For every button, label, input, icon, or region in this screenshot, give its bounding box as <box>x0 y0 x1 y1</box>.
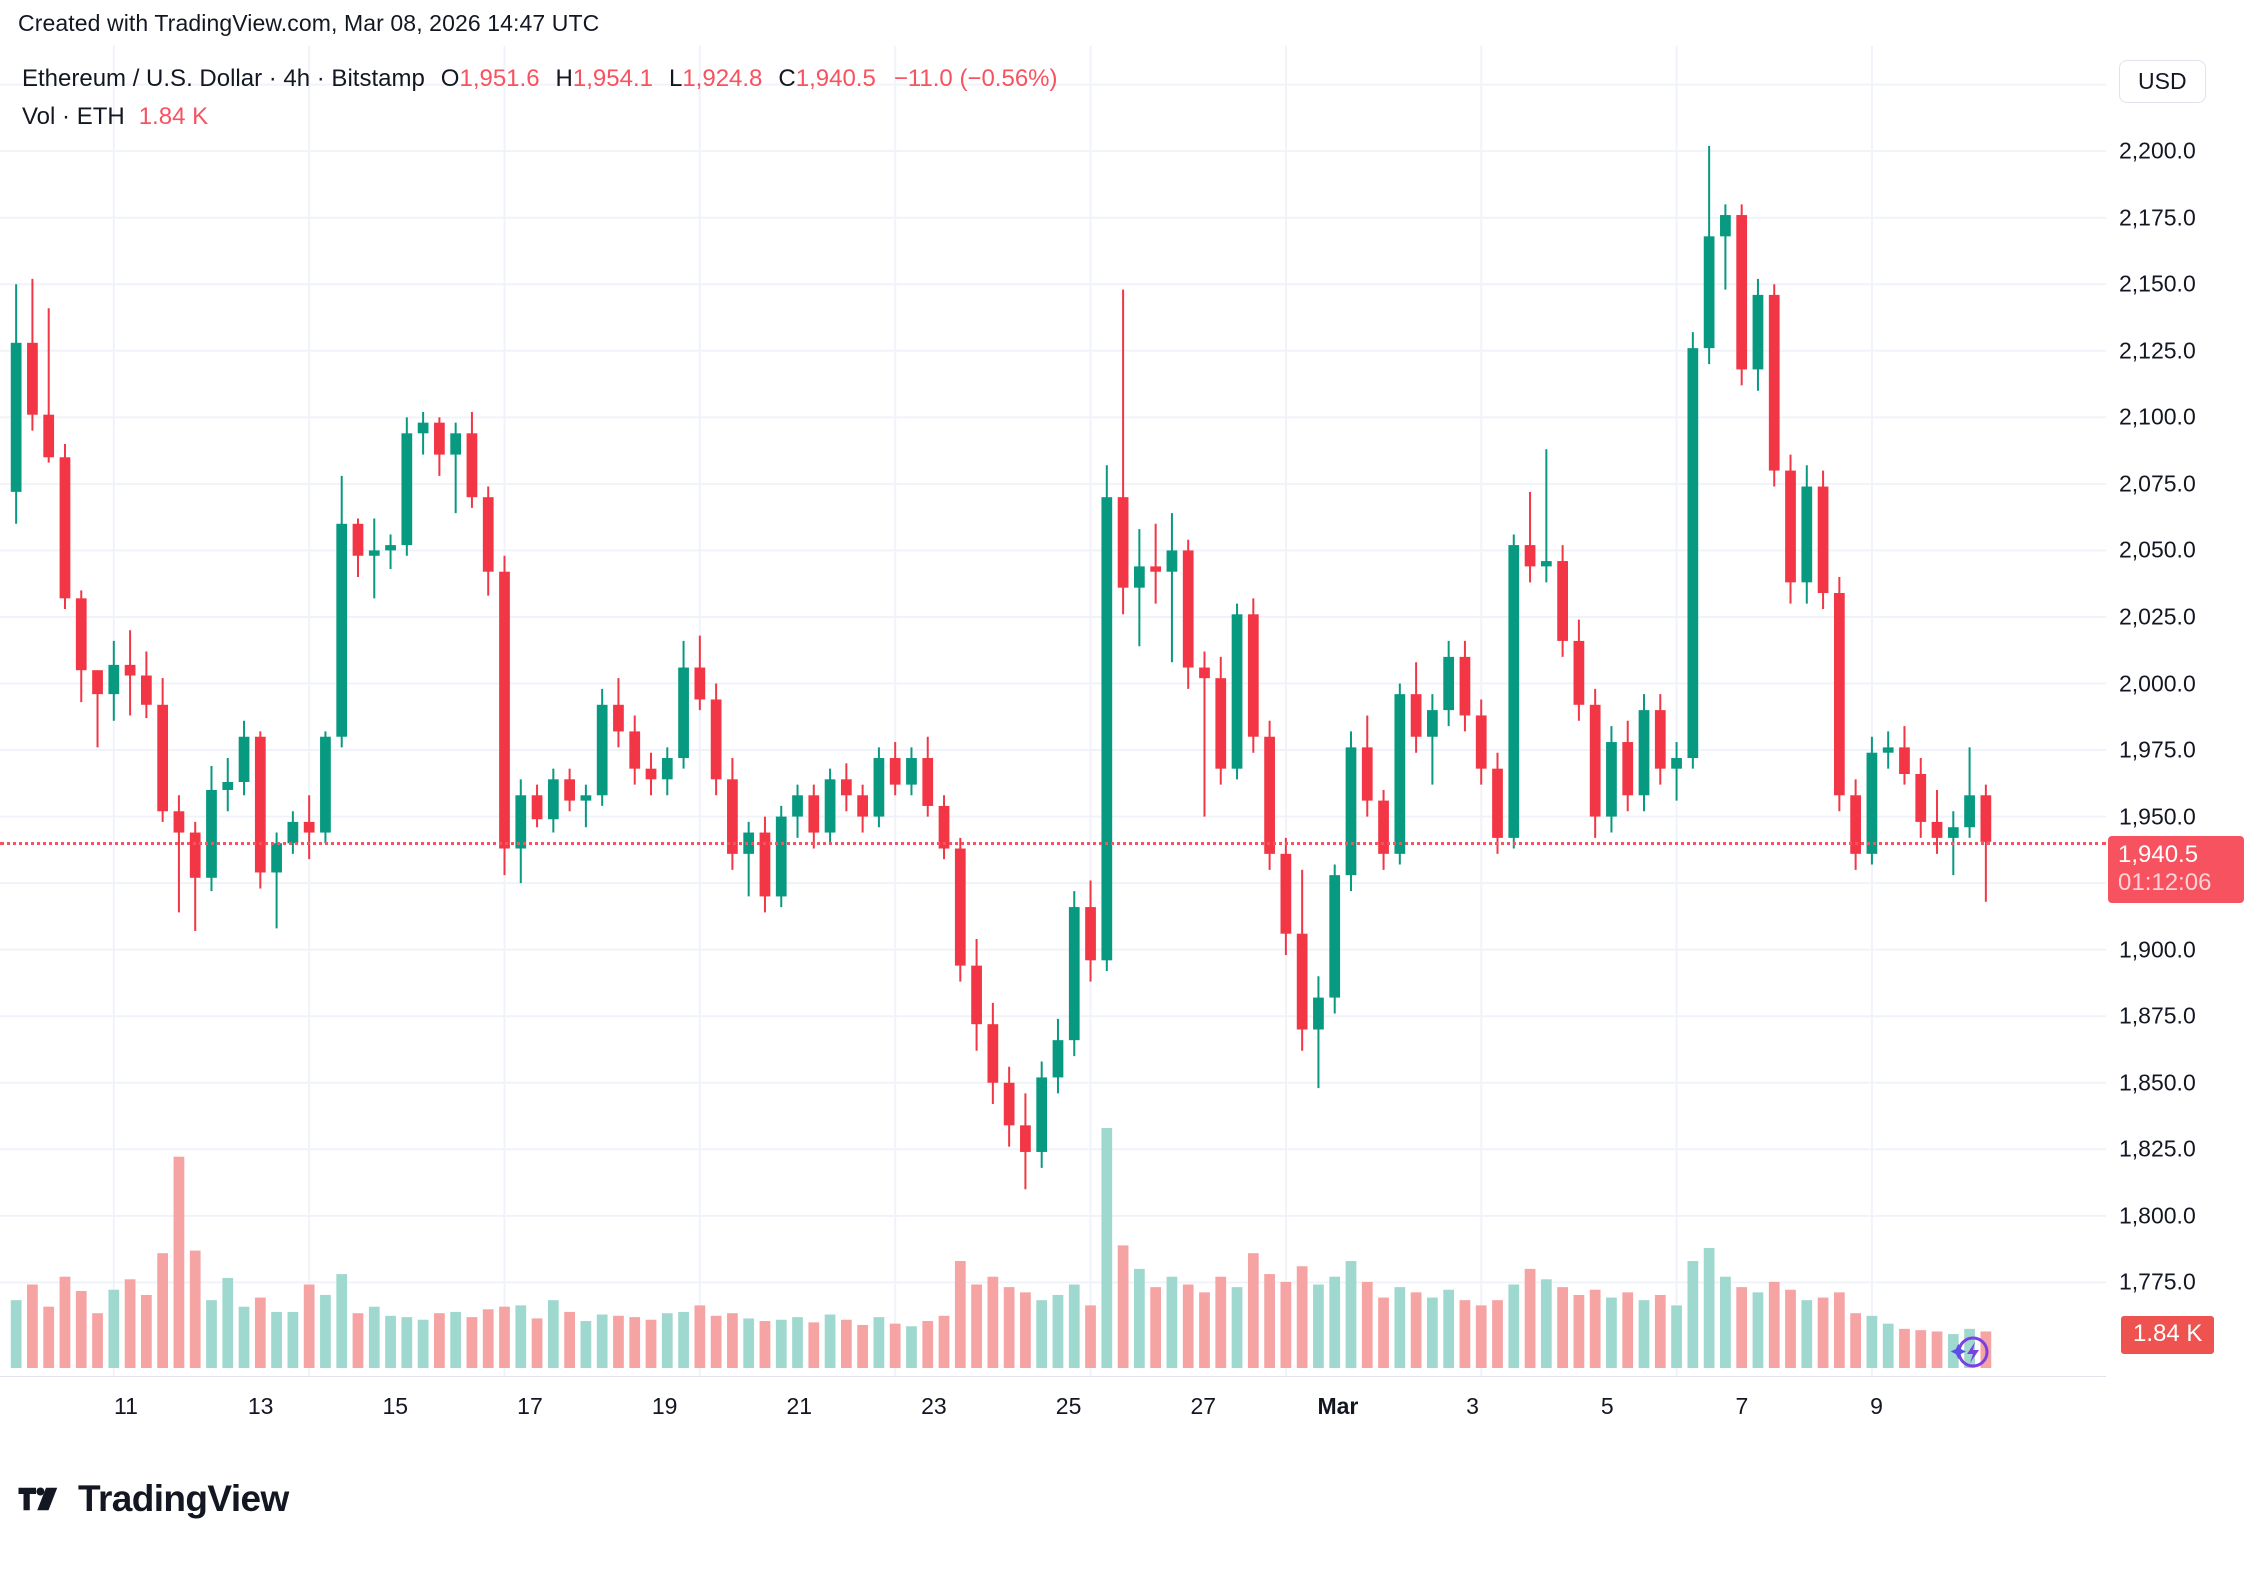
price-axis-tick: 1,850.0 <box>2119 1069 2196 1096</box>
price-axis-tick: 1,875.0 <box>2119 1002 2196 1029</box>
time-axis-tick: 5 <box>1600 1393 1614 1419</box>
time-axis-tick: 9 <box>1870 1393 1883 1419</box>
volume-value-badge[interactable]: 1.84 K <box>2121 1316 2215 1354</box>
price-axis-tick: 1,975.0 <box>2119 736 2196 763</box>
price-axis-tick: 2,150.0 <box>2119 270 2196 297</box>
time-axis-tick: 19 <box>651 1393 678 1419</box>
time-axis-tick: 25 <box>1055 1393 1082 1419</box>
current-price-line <box>0 841 2106 845</box>
price-axis-tick: 2,125.0 <box>2119 337 2196 364</box>
price-axis-tick: 2,000.0 <box>2119 670 2196 696</box>
price-axis-tick: 2,175.0 <box>2119 204 2196 231</box>
attribution-text: Created with TradingView.com, Mar 08, 20… <box>18 10 600 36</box>
time-axis-tick: 3 <box>1466 1393 1479 1419</box>
current-price-badge[interactable]: 1,940.5 01:12:06 <box>2108 835 2244 903</box>
time-axis-tick: 7 <box>1735 1393 1749 1419</box>
price-axis-tick: 2,100.0 <box>2119 403 2196 430</box>
price-axis-tick: 2,025.0 <box>2119 603 2196 630</box>
tradingview-footer: TradingView <box>18 1478 289 1520</box>
time-axis-tick: Mar <box>1317 1393 1359 1419</box>
lightning-bolt-icon[interactable] <box>1946 1330 1994 1378</box>
tradingview-wordmark: TradingView <box>78 1478 289 1519</box>
bar-countdown-timer: 01:12:06 <box>2118 868 2212 896</box>
price-axis-tick: 1,900.0 <box>2119 936 2196 963</box>
time-axis-tick: 27 <box>1190 1393 1217 1419</box>
time-axis-tick: 17 <box>517 1393 543 1419</box>
time-axis-tick: 13 <box>247 1393 274 1419</box>
time-axis-tick: 15 <box>382 1393 409 1419</box>
price-axis-tick: 1,775.0 <box>2119 1268 2196 1295</box>
price-axis-tick: 2,075.0 <box>2119 470 2196 497</box>
price-axis-tick: 1,800.0 <box>2119 1202 2196 1229</box>
price-axis-tick: 1,825.0 <box>2119 1135 2196 1162</box>
time-scale[interactable]: 11 13 15 17 19 21 23 25 27 Mar 3 5 7 9 <box>0 1376 2106 1438</box>
price-axis-tick: 2,050.0 <box>2119 536 2196 563</box>
current-price-value: 1,940.5 <box>2118 840 2199 868</box>
chart-plot-area[interactable] <box>0 46 2106 1376</box>
tradingview-logo-icon <box>18 1487 58 1511</box>
candlestick-canvas <box>0 46 2106 1376</box>
time-axis-tick: 21 <box>786 1393 813 1419</box>
price-axis-tick: 1,950.0 <box>2119 803 2196 830</box>
price-axis-tick: 2,200.0 <box>2119 137 2196 164</box>
currency-badge[interactable]: USD <box>2119 60 2206 103</box>
price-scale[interactable]: 2,225.02,200.02,175.02,150.02,125.02,100… <box>2106 46 2252 1376</box>
time-axis-tick: 23 <box>921 1393 947 1419</box>
time-axis-tick: 11 <box>114 1393 138 1419</box>
